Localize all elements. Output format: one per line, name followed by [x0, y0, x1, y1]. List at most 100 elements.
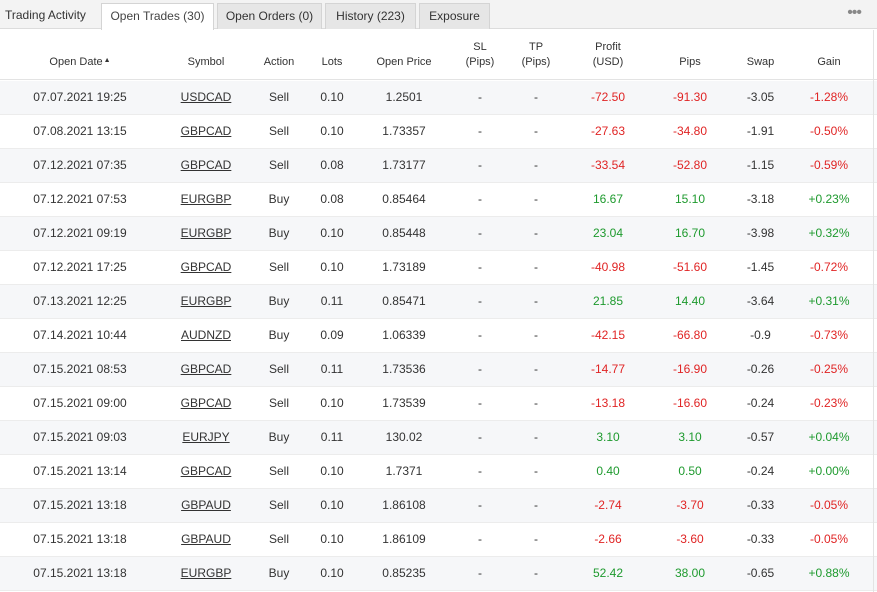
table-row[interactable]: 07.08.2021 13:15 GBPCAD Sell 0.10 1.73357 - - -… — [0, 115, 877, 149]
pips-cell: 0.50 — [678, 464, 702, 478]
swap-cell: -1.45 — [746, 260, 775, 274]
column-gain[interactable]: Gain — [817, 56, 841, 68]
lots-cell: 0.08 — [320, 158, 344, 172]
table-row[interactable]: 07.15.2021 13:18 GBPAUD Sell 0.10 1.86108 - - -… — [0, 489, 877, 523]
column-open-price[interactable]: Open Price — [376, 56, 432, 68]
tab-history[interactable]: History (223) — [325, 3, 416, 29]
table-row[interactable]: 07.12.2021 07:53 EURGBP Buy 0.08 0.85464 - - 16… — [0, 183, 877, 217]
column-pips[interactable]: Pips — [679, 56, 701, 68]
column-lots[interactable]: Lots — [321, 56, 343, 68]
gain-cell: -0.25% — [809, 362, 849, 376]
open-price-cell: 0.85471 — [382, 294, 426, 308]
pips-cell: -66.80 — [672, 328, 708, 342]
gain-cell: -0.59% — [809, 158, 849, 172]
tp-cell: - — [534, 124, 538, 138]
symbol-link[interactable]: GBPCAD — [180, 362, 232, 376]
lots-cell: 0.10 — [320, 396, 344, 410]
gain-cell: -0.23% — [809, 396, 849, 410]
symbol-cell: GBPCAD — [166, 353, 246, 387]
symbol-link[interactable]: GBPCAD — [180, 158, 232, 172]
column-sl[interactable]: SL (Pips) — [455, 40, 505, 70]
open-date-cell: 07.12.2021 07:35 — [33, 158, 127, 172]
symbol-link[interactable]: EURGBP — [180, 294, 232, 308]
column-tp[interactable]: TP (Pips) — [511, 40, 561, 70]
symbol-link[interactable]: EURGBP — [180, 226, 232, 240]
column-swap[interactable]: Swap — [746, 56, 775, 68]
action-cell: Sell — [268, 396, 289, 410]
gain-cell: +0.88% — [808, 566, 850, 580]
table-row[interactable]: 07.12.2021 09:19 EURGBP Buy 0.10 0.85448 - - 23… — [0, 217, 877, 251]
open-price-cell: 1.73177 — [382, 158, 426, 172]
swap-cell: -3.05 — [746, 90, 775, 104]
column-action[interactable]: Action — [263, 56, 295, 68]
action-cell: Buy — [268, 566, 290, 580]
open-price-cell: 1.86109 — [382, 532, 426, 546]
column-profit[interactable]: Profit (USD) — [573, 40, 643, 70]
symbol-link[interactable]: GBPAUD — [181, 532, 231, 546]
lots-cell: 0.10 — [320, 90, 344, 104]
column-profit-unit: (USD) — [592, 56, 624, 68]
open-price-cell: 1.73357 — [382, 124, 426, 138]
sl-cell: - — [478, 294, 482, 308]
table-row[interactable]: 07.15.2021 09:00 GBPCAD Sell 0.10 1.73539 - - -… — [0, 387, 877, 421]
table-row[interactable]: 07.07.2021 19:25 USDCAD Sell 0.10 1.2501 - - -7… — [0, 81, 877, 115]
table-row[interactable]: 07.15.2021 13:18 EURGBP Buy 0.10 0.85235 - - 52… — [0, 557, 877, 591]
profit-cell: -14.77 — [590, 362, 626, 376]
profit-cell: -72.50 — [590, 90, 626, 104]
column-tp-unit: (Pips) — [521, 56, 551, 68]
symbol-cell: EURGBP — [166, 557, 246, 591]
symbol-link[interactable]: GBPCAD — [180, 396, 232, 410]
open-price-cell: 1.73536 — [382, 362, 426, 376]
symbol-cell: USDCAD — [166, 81, 246, 115]
action-cell: Sell — [268, 124, 289, 138]
symbol-link[interactable]: USDCAD — [180, 90, 232, 104]
table-row[interactable]: 07.12.2021 07:35 GBPCAD Sell 0.08 1.73177 - - -… — [0, 149, 877, 183]
more-options-icon[interactable]: ••• — [847, 4, 862, 21]
pips-cell: -51.60 — [672, 260, 708, 274]
lots-cell: 0.11 — [320, 362, 344, 376]
table-row[interactable]: 07.15.2021 13:14 GBPCAD Sell 0.10 1.7371- -0.… — [0, 455, 877, 489]
open-date-cell: 07.13.2021 12:25 — [33, 294, 127, 308]
column-sl-unit: (Pips) — [465, 56, 495, 68]
symbol-link[interactable]: EURJPY — [182, 430, 230, 444]
tab-open-orders[interactable]: Open Orders (0) — [217, 3, 322, 29]
table-row[interactable]: 07.13.2021 12:25 EURGBP Buy 0.11 0.85471 - - 21… — [0, 285, 877, 319]
table-row[interactable]: 07.15.2021 09:03 EURJPY Buy 0.11 130.02 - - 3.1… — [0, 421, 877, 455]
table-row[interactable]: 07.12.2021 17:25 GBPCAD Sell 0.10 1.73189 - - -… — [0, 251, 877, 285]
table-row[interactable]: 07.15.2021 13:18 GBPAUD Sell 0.10 1.86109 - - -… — [0, 523, 877, 557]
gain-cell: -0.05% — [809, 532, 849, 546]
table-right-border — [873, 30, 874, 592]
symbol-cell: GBPCAD — [166, 149, 246, 183]
sl-cell: - — [478, 124, 482, 138]
column-open-date[interactable]: Open Date▲ — [20, 53, 140, 70]
symbol-link[interactable]: GBPCAD — [180, 260, 232, 274]
symbol-link[interactable]: GBPCAD — [180, 124, 232, 138]
sl-cell: - — [478, 464, 482, 478]
open-price-cell: 1.7371 — [385, 464, 423, 478]
gain-cell: -0.73% — [809, 328, 849, 342]
open-date-cell: 07.14.2021 10:44 — [33, 328, 127, 342]
column-tp-label: TP — [528, 41, 544, 53]
gain-cell: +0.31% — [808, 294, 850, 308]
action-cell: Sell — [268, 498, 289, 512]
symbol-link[interactable]: AUDNZD — [181, 328, 231, 342]
tab-open-trades[interactable]: Open Trades (30) — [101, 3, 214, 30]
column-symbol[interactable]: Symbol — [187, 56, 225, 68]
tp-cell: - — [534, 328, 538, 342]
table-row[interactable]: 07.14.2021 10:44 AUDNZD Buy 0.09 1.06339 - - -4… — [0, 319, 877, 353]
symbol-cell: GBPCAD — [166, 115, 246, 149]
symbol-link[interactable]: GBPCAD — [180, 464, 232, 478]
swap-cell: -3.98 — [746, 226, 775, 240]
action-cell: Buy — [268, 226, 290, 240]
table-row[interactable]: 07.15.2021 08:53 GBPCAD Sell 0.11 1.73536 - - -… — [0, 353, 877, 387]
symbol-link[interactable]: GBPAUD — [181, 498, 231, 512]
tab-exposure[interactable]: Exposure — [419, 3, 490, 29]
sl-cell: - — [478, 532, 482, 546]
profit-cell: -13.18 — [590, 396, 626, 410]
column-open-date-label: Open Date — [49, 56, 103, 68]
sort-ascending-icon: ▲ — [103, 57, 111, 64]
symbol-cell: GBPCAD — [166, 251, 246, 285]
symbol-link[interactable]: EURGBP — [180, 192, 232, 206]
gain-cell: -0.72% — [809, 260, 849, 274]
symbol-link[interactable]: EURGBP — [180, 566, 232, 580]
